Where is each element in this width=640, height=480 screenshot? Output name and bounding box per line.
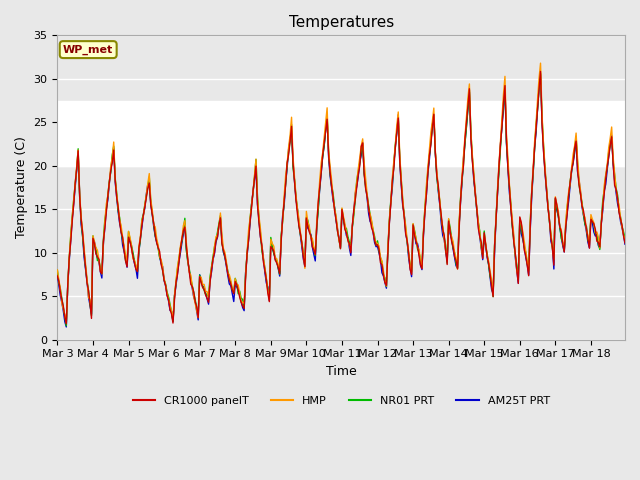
Title: Temperatures: Temperatures [289,15,394,30]
Bar [58,101,625,166]
X-axis label: Time: Time [326,365,356,378]
Text: WP_met: WP_met [63,45,113,55]
Y-axis label: Temperature (C): Temperature (C) [15,137,28,239]
Legend: CR1000 panelT, HMP, NR01 PRT, AM25T PRT: CR1000 panelT, HMP, NR01 PRT, AM25T PRT [129,391,554,410]
